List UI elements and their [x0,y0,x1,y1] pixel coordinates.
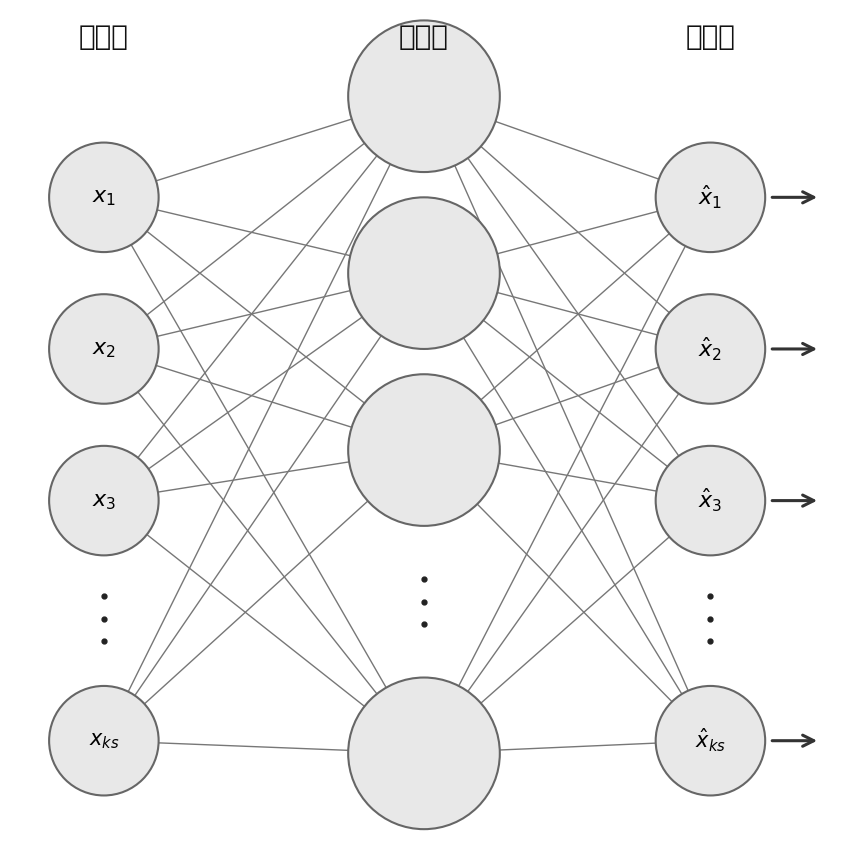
Circle shape [656,294,765,404]
Circle shape [656,142,765,252]
Text: $\hat{x}_{2}$: $\hat{x}_{2}$ [699,335,722,363]
Text: $\hat{x}_{1}$: $\hat{x}_{1}$ [698,184,722,211]
Circle shape [49,686,159,795]
Text: $x_{2}$: $x_{2}$ [92,338,116,360]
Circle shape [349,374,499,526]
Circle shape [656,446,765,555]
Circle shape [49,294,159,404]
Text: $x_{1}$: $x_{1}$ [92,186,116,208]
Text: 输出层: 输出层 [685,23,735,51]
Text: $x_{ks}$: $x_{ks}$ [88,731,120,751]
Circle shape [49,142,159,252]
Text: $\hat{x}_{3}$: $\hat{x}_{3}$ [698,487,722,514]
Circle shape [656,686,765,795]
Text: $x_{3}$: $x_{3}$ [92,490,116,511]
Text: 隐藏层: 隐藏层 [399,23,449,51]
Text: $\hat{x}_{ks}$: $\hat{x}_{ks}$ [695,727,726,754]
Circle shape [49,446,159,555]
Circle shape [349,21,499,172]
Text: 输入层: 输入层 [79,23,129,51]
Circle shape [349,678,499,829]
Circle shape [349,197,499,349]
